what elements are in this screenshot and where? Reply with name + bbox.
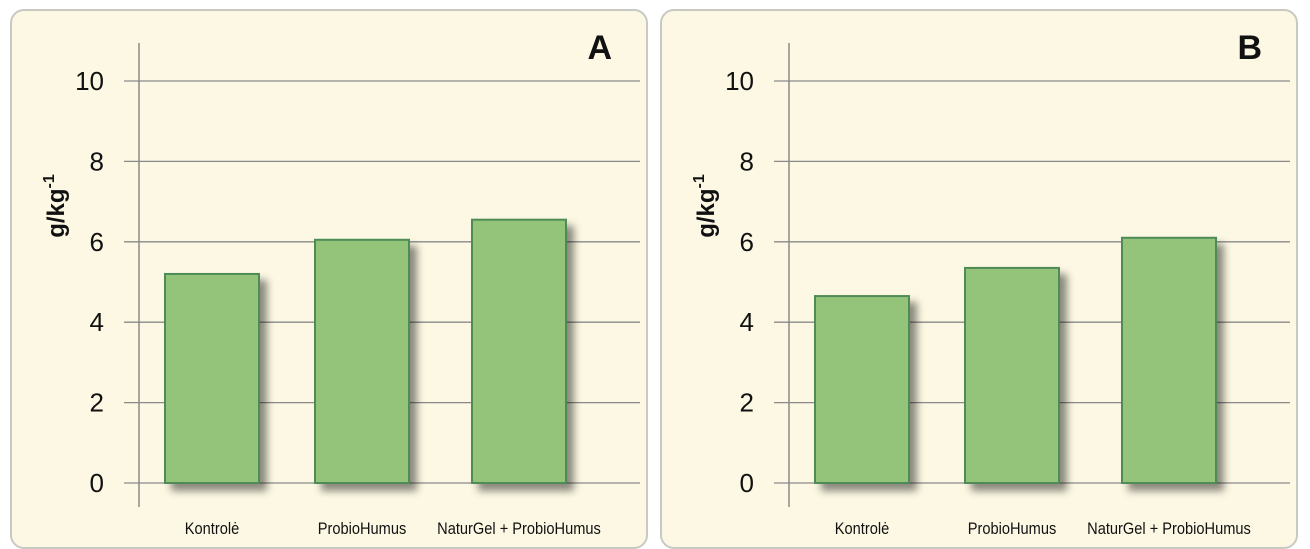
chart-panel-a: 0 2 4 6 8 10 Kontrolė ProbioHumus NaturGel + Pro… [10,9,648,549]
panel-label: A [587,29,612,67]
y-axis-label: g/kg-1 [691,174,720,238]
x-category-label: NaturGel + ProbioHumus [1087,520,1251,538]
bar-chart-b: 0 2 4 6 8 10 Kontrolė ProbioHumus NaturGel + Pro… [691,29,1290,538]
bar-0 [164,272,260,484]
bar-1 [314,238,410,484]
y-tick-label: 8 [90,146,104,176]
bar-2 [1121,236,1217,484]
y-tick-label: 0 [90,468,104,498]
y-tick-label: 6 [90,227,104,257]
x-category-label: ProbioHumus [318,520,407,538]
y-axis-label-base: g/kg [43,188,70,237]
panel-label: B [1237,29,1262,67]
y-tick-label: 10 [75,66,104,96]
x-category-label: Kontrolė [185,520,240,538]
y-tick-label: 4 [740,307,754,337]
x-category-label: Kontrolė [835,520,890,538]
y-tick-label: 10 [725,66,754,96]
bar-0 [814,295,910,484]
y-axis-label: g/kg-1 [41,174,70,238]
y-tick-label: 0 [740,468,754,498]
y-tick-label: 4 [90,307,104,337]
y-tick-label: 2 [740,388,754,418]
y-axis-label-superscript: -1 [691,174,708,188]
y-axis-label-superscript: -1 [41,174,58,188]
bar-chart-a: 0 2 4 6 8 10 Kontrolė ProbioHumus NaturGel + Pro… [41,29,640,538]
y-tick-label: 8 [740,146,754,176]
bar-1 [964,266,1060,484]
y-tick-label: 6 [740,227,754,257]
y-tick-label: 2 [90,388,104,418]
x-category-label: NaturGel + ProbioHumus [437,520,601,538]
bar-2 [471,218,567,484]
x-category-label: ProbioHumus [968,520,1057,538]
chart-panel-b: 0 2 4 6 8 10 Kontrolė ProbioHumus NaturGel + Pro… [660,9,1298,549]
y-axis-label-base: g/kg [693,188,720,237]
